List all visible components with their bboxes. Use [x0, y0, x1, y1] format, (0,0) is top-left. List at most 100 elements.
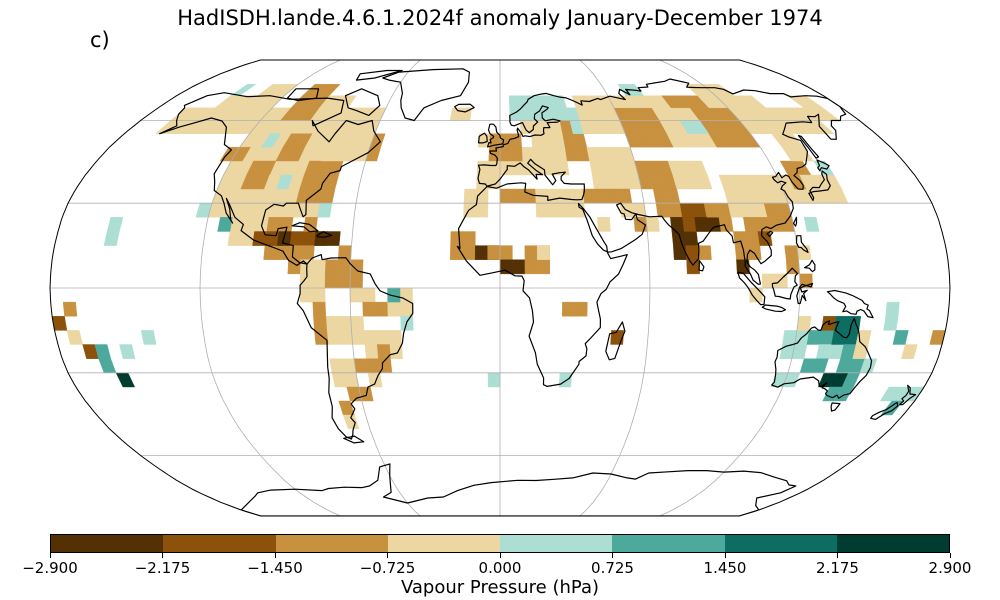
colorbar-tickmark — [499, 553, 501, 558]
colorbar-label: Vapour Pressure (hPa) — [400, 577, 600, 598]
anomaly-cell — [62, 301, 78, 317]
coastline — [830, 402, 841, 412]
anomaly-cell — [293, 133, 313, 148]
anomaly-cell — [475, 203, 489, 218]
anomaly-cell — [374, 301, 389, 317]
anomaly-cell — [324, 273, 338, 289]
graticule — [50, 60, 950, 516]
coastline — [826, 289, 874, 319]
anomaly-cell — [796, 316, 812, 331]
anomaly-cell — [349, 287, 363, 303]
coastline — [454, 103, 475, 113]
colorbar-tickmark — [837, 553, 838, 558]
anomaly-cell — [362, 287, 376, 303]
anomaly-cell — [313, 316, 328, 331]
anomaly-cell — [338, 330, 353, 345]
anomaly-cell — [499, 147, 512, 162]
colorbar-segment — [612, 535, 725, 552]
anomaly-cell — [325, 316, 340, 331]
anomaly-cell — [709, 84, 735, 96]
anomaly-cell — [570, 188, 585, 204]
anomaly-cell — [803, 217, 820, 232]
anomaly-cell — [499, 188, 513, 204]
anomaly-cell — [364, 344, 379, 359]
anomaly-cell — [462, 231, 476, 246]
anomaly-cell — [329, 358, 345, 373]
anomaly-cell — [66, 330, 83, 345]
colorbar-tickmark — [49, 553, 51, 558]
anomaly-cell — [119, 344, 136, 359]
colorbar-tickmark — [724, 553, 726, 558]
coastline — [159, 92, 381, 266]
anomaly-cell — [745, 231, 761, 246]
anomaly-cell — [512, 259, 526, 275]
anomaly-cell — [367, 372, 383, 388]
colorbar-segment — [275, 535, 388, 552]
anomaly-cell — [901, 344, 918, 359]
anomaly-cell — [324, 259, 339, 275]
anomaly-cell — [733, 231, 748, 246]
anomaly-cell — [312, 287, 326, 303]
anomaly-cell — [518, 107, 531, 121]
anomaly-cell — [645, 217, 660, 232]
anomaly-cell — [463, 188, 477, 204]
anomaly-cell — [694, 217, 709, 232]
colorbar — [50, 534, 950, 553]
anomaly-cell — [784, 245, 799, 260]
colorbar-tick-label: 2.175 — [816, 559, 859, 577]
anomaly-cell — [264, 174, 282, 190]
anomaly-cell — [387, 301, 401, 317]
coastline — [796, 282, 814, 305]
anomaly-cell — [521, 147, 534, 162]
coastline — [456, 78, 847, 387]
anomaly-cell — [499, 259, 513, 275]
anomaly-cell — [594, 188, 609, 204]
anomaly-cell — [312, 301, 327, 317]
coastline — [795, 235, 809, 253]
anomaly-cell — [510, 147, 523, 162]
map-boundary — [49, 59, 951, 517]
coastline — [761, 304, 786, 313]
meridian-line — [199, 60, 341, 516]
anomaly-cell — [337, 273, 351, 289]
anomaly-cell — [312, 259, 327, 275]
anomaly-cell — [488, 160, 501, 176]
colorbar-tickmark — [949, 553, 951, 558]
anomaly-cell — [487, 245, 501, 260]
anomaly-cell — [686, 259, 700, 275]
coastline — [296, 254, 414, 440]
anomaly-cell — [350, 316, 365, 331]
coastline — [487, 123, 505, 148]
anomaly-cell — [115, 372, 136, 388]
anomaly-cell — [883, 316, 899, 331]
colorbar-tick-label: 1.450 — [703, 559, 747, 577]
anomaly-cell — [301, 231, 317, 246]
anomaly-cell — [547, 203, 562, 218]
colorbar-tick-label: 2.900 — [928, 559, 972, 577]
anomaly-cell — [499, 160, 512, 176]
anomaly-cell — [353, 358, 369, 373]
anomaly-cell — [266, 217, 282, 232]
anomaly-cell — [524, 245, 538, 260]
anomaly-cell — [885, 301, 900, 317]
meridian-line — [349, 60, 421, 516]
coastline — [737, 271, 766, 306]
anomaly-cell — [536, 245, 551, 260]
anomaly-cell — [317, 203, 333, 218]
coastline — [605, 321, 626, 361]
anomaly-cell — [781, 133, 805, 148]
anomaly-cell — [683, 231, 699, 246]
anomaly-cell — [690, 160, 708, 176]
colorbar-segment — [163, 535, 276, 552]
anomaly-cell — [337, 316, 352, 331]
coastline — [804, 259, 816, 273]
anomaly-cell — [561, 301, 576, 317]
colorbar-tick-label: −1.450 — [247, 559, 303, 577]
anomaly-cell — [892, 330, 909, 345]
anomaly-cell — [376, 344, 391, 359]
colorbar-tick-label: 0.000 — [478, 559, 522, 577]
colorbar-segment — [836, 535, 949, 552]
anomaly-cell — [929, 330, 946, 345]
colorbar-tickmark — [612, 553, 613, 558]
